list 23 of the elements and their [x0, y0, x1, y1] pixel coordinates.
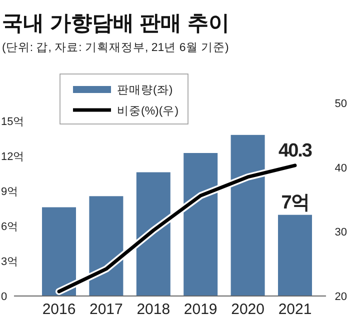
y-tick-label: 9억	[1, 186, 18, 198]
legend-label: 판매량(좌)	[117, 84, 173, 96]
x-tick-label: 2021	[278, 301, 312, 317]
y-tick-label: 12억	[1, 151, 24, 163]
x-tick-label: 2017	[90, 301, 123, 317]
x-tick-label: 2018	[136, 301, 170, 317]
chart-subtitle: (단위: 갑, 자료: 기획재정부, 21년 6월 기준)	[2, 42, 229, 54]
x-tick-label: 2019	[184, 301, 218, 317]
bar	[277, 214, 313, 296]
y2-tick-label: 50	[334, 98, 347, 110]
y2-tick-label: 30	[334, 226, 347, 239]
data-label: 40.3	[278, 140, 312, 162]
data-label: 7억	[281, 192, 309, 214]
chart-title: 국내 가향담배 판매 추이	[2, 12, 230, 35]
y-tick-label: 15억	[1, 116, 24, 128]
x-tick-label: 2016	[42, 301, 76, 317]
x-tick-label: 2020	[231, 301, 264, 317]
y-tick-label: 6억	[1, 221, 18, 233]
y-tick-label: 0	[1, 291, 8, 303]
y2-tick-label: 40	[334, 162, 347, 174]
y-tick-label: 3억	[1, 256, 18, 268]
legend-label: 비중(%)(우)	[117, 106, 179, 118]
y2-tick-label: 20	[334, 291, 347, 303]
